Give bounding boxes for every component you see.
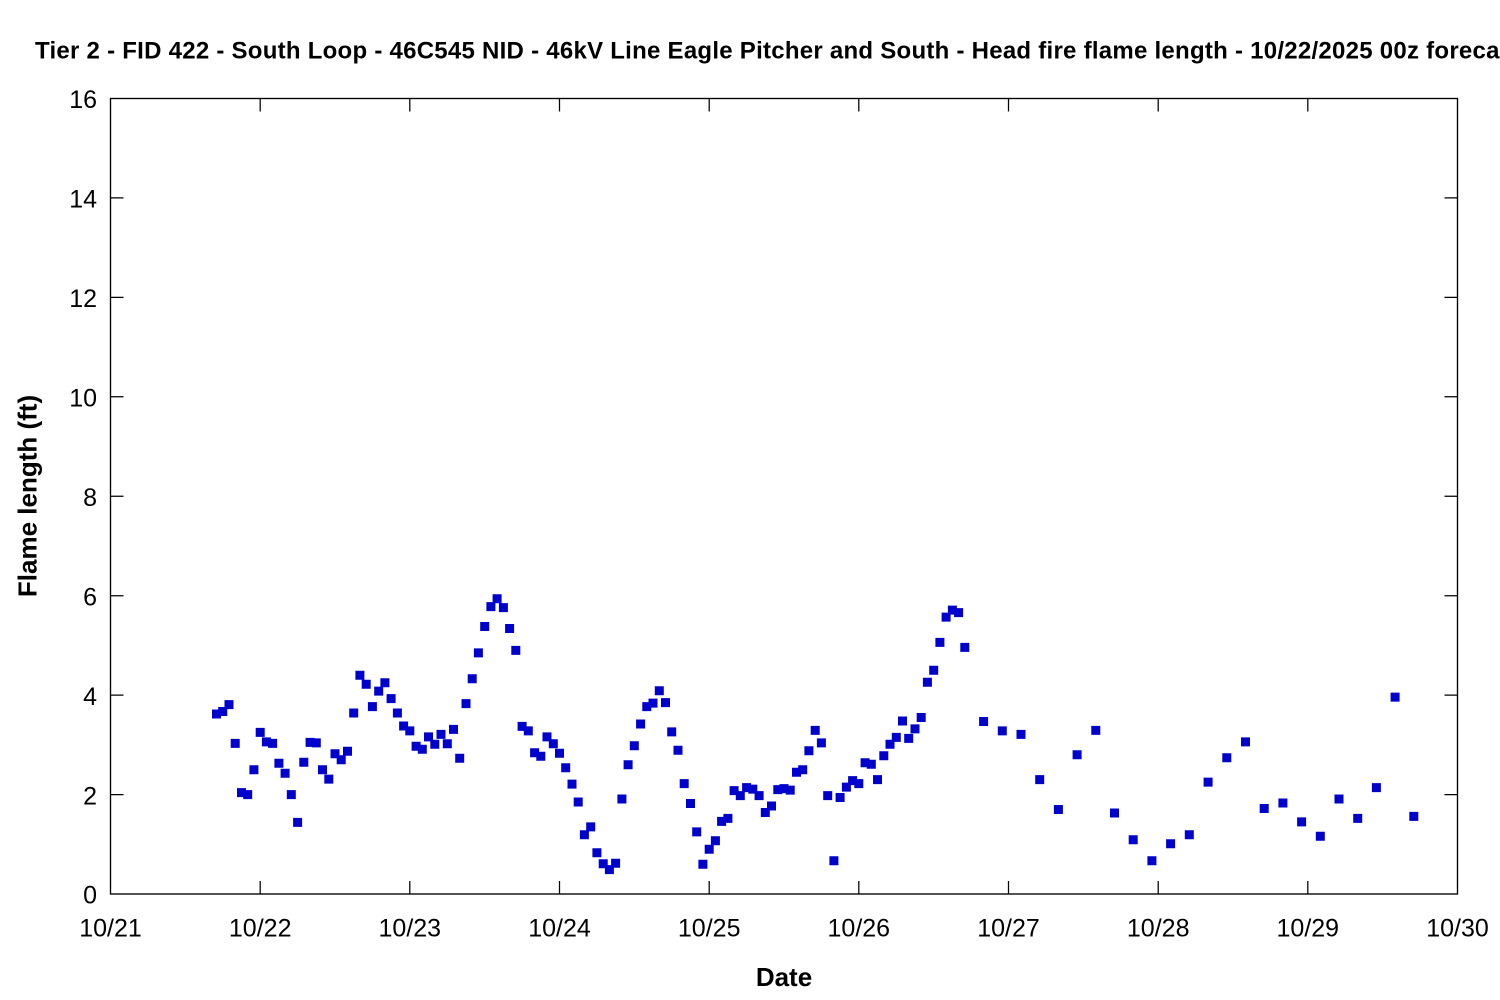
svg-text:4: 4 [83, 683, 97, 711]
svg-text:2: 2 [83, 782, 97, 810]
svg-text:Flame length (ft): Flame length (ft) [13, 395, 43, 597]
svg-text:10: 10 [69, 385, 97, 413]
svg-text:10/22: 10/22 [229, 915, 292, 943]
svg-text:10/30: 10/30 [1426, 915, 1489, 943]
svg-text:10/23: 10/23 [379, 915, 442, 943]
svg-text:10/29: 10/29 [1277, 915, 1340, 943]
svg-text:10/27: 10/27 [977, 915, 1040, 943]
svg-text:6: 6 [83, 583, 97, 611]
svg-text:0: 0 [83, 882, 97, 910]
svg-text:10/24: 10/24 [528, 915, 591, 943]
svg-text:12: 12 [69, 285, 97, 313]
svg-text:Date: Date [756, 962, 812, 992]
svg-text:10/25: 10/25 [678, 915, 741, 943]
svg-text:Tier 2 - FID 422 - South Loop: Tier 2 - FID 422 - South Loop - 46C545 N… [35, 38, 1500, 65]
svg-text:14: 14 [69, 186, 97, 214]
svg-text:10/26: 10/26 [828, 915, 891, 943]
svg-text:10/28: 10/28 [1127, 915, 1190, 943]
svg-text:10/21: 10/21 [79, 915, 142, 943]
svg-text:8: 8 [83, 484, 97, 512]
svg-text:16: 16 [69, 86, 97, 114]
